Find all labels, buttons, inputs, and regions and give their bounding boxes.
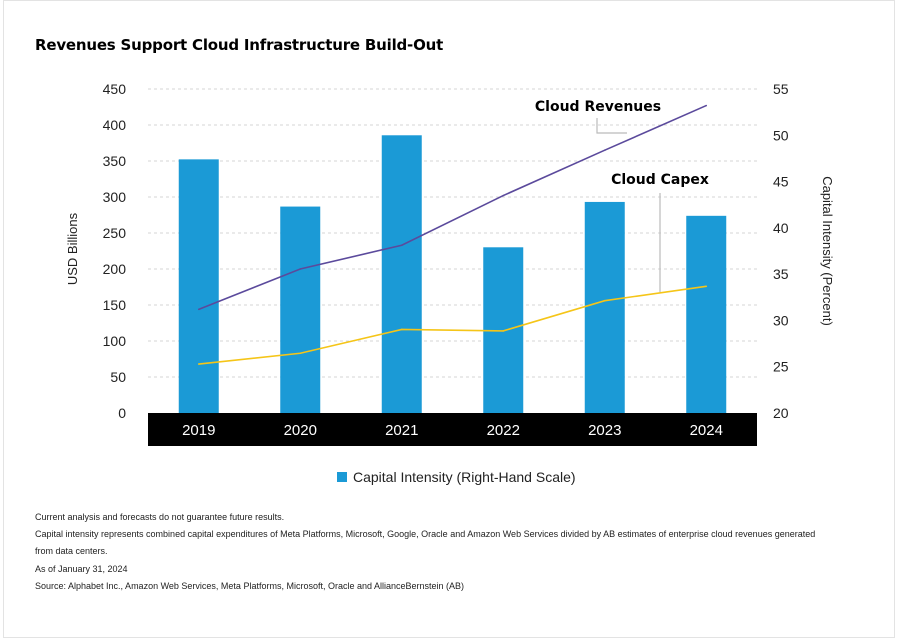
y-left-tick-label: 250	[103, 225, 127, 241]
point-capex-2022	[502, 330, 505, 332]
series-line-cloud-revenues	[198, 104, 707, 311]
y-right-tick-label: 45	[773, 174, 789, 190]
y-right-tick-label: 20	[773, 405, 789, 421]
point-revenues-2022	[502, 194, 505, 197]
y-right-tick-label: 50	[773, 127, 789, 143]
y-left-tick-label: 450	[103, 81, 127, 97]
footnote-definition-cont: from data centers.	[35, 546, 108, 557]
series-line-cloud-capex	[198, 285, 707, 365]
y-left-tick-label: 350	[103, 153, 127, 169]
x-tick-label: 2021	[385, 422, 418, 439]
point-capex-2020	[299, 352, 302, 355]
footnote-source: Source: Alphabet Inc., Amazon Web Servic…	[35, 580, 465, 591]
y-left-tick-label: 200	[103, 261, 127, 277]
y-right-tick-label: 40	[773, 220, 789, 236]
y-left-tick-label: 150	[103, 297, 127, 313]
x-tick-label: 2019	[182, 422, 215, 439]
footnote-date: As of January 31, 2024	[35, 563, 128, 574]
point-revenues-2021	[400, 244, 403, 247]
bar-2024	[686, 215, 727, 413]
y-left-tick-label: 0	[118, 405, 126, 421]
point-capex-2023	[603, 299, 606, 302]
footnote-disclaimer: Current analysis and forecasts do not gu…	[35, 512, 285, 522]
point-capex-2019	[197, 363, 200, 365]
legend-label: Capital Intensity (Right-Hand Scale)	[353, 469, 576, 485]
y-left-tick-label: 100	[103, 333, 127, 349]
annotation-leader-revenues	[596, 118, 627, 134]
chart-title: Revenues Support Cloud Infrastructure Bu…	[35, 36, 444, 54]
y-left-tick-label: 300	[103, 189, 127, 205]
y-left-tick-label: 400	[103, 117, 127, 133]
annotation-cloud-capex: Cloud Capex	[611, 172, 709, 188]
point-revenues-2020	[299, 268, 302, 270]
y-right-tick-label: 25	[773, 359, 789, 375]
x-tick-label: 2020	[284, 422, 317, 439]
x-tick-label: 2022	[487, 422, 520, 439]
footnotes: Current analysis and forecasts do not gu…	[35, 509, 875, 595]
point-revenues-2023	[603, 149, 606, 151]
point-revenues-2019	[197, 308, 200, 311]
annotation-cloud-revenues: Cloud Revenues	[535, 99, 661, 115]
y-left-axis-title: USD Billions	[65, 212, 80, 285]
bar-2020	[280, 206, 321, 413]
y-right-axis-title: Capital Intensity (Percent)	[820, 176, 835, 326]
point-capex-2024	[705, 285, 708, 288]
bar-2021	[381, 135, 422, 414]
bar-2023	[584, 201, 625, 413]
point-revenues-2024	[705, 104, 708, 107]
y-right-tick-label: 30	[773, 312, 789, 328]
y-right-tick-label: 55	[773, 81, 789, 97]
point-capex-2021	[400, 328, 403, 331]
x-axis-band	[148, 413, 757, 446]
bar-2019	[178, 159, 219, 413]
x-tick-label: 2024	[690, 422, 723, 439]
y-left-tick-label: 50	[110, 369, 126, 385]
x-tick-label: 2023	[588, 422, 621, 439]
chart-frame	[3, 0, 895, 638]
footnote-definition: Capital intensity represents combined ca…	[35, 529, 816, 540]
legend-swatch	[337, 472, 347, 482]
y-right-tick-label: 35	[773, 266, 789, 282]
legend: Capital Intensity (Right-Hand Scale)	[337, 469, 576, 485]
